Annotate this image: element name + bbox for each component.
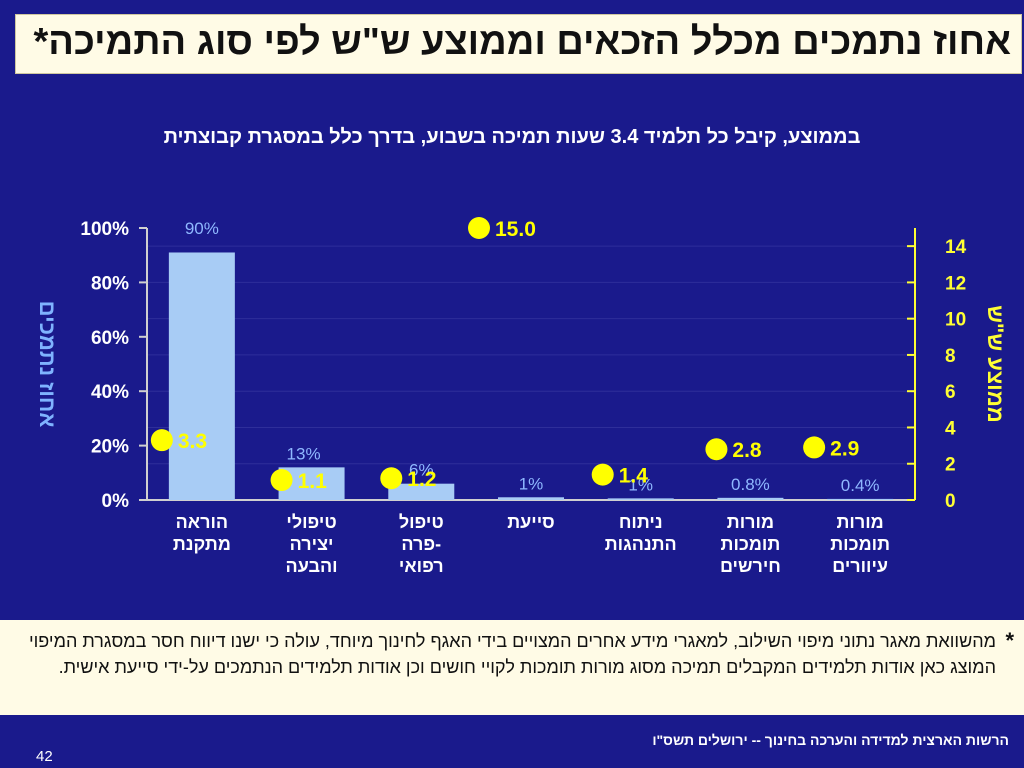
left-tick-label: 80% [91,273,129,294]
bar [717,497,784,500]
slide-title: אחוז נתמכים מכלל הזכאים וממוצע ש"ש לפי ס… [33,21,1011,63]
right-tick-label: 10 [945,310,966,331]
average-hours-label: 2.8 [732,439,762,462]
category-label: יצירה [290,534,334,554]
average-hours-label: 1.1 [298,470,328,493]
average-hours-point [705,438,728,461]
category-label: ניתוח [619,512,663,532]
footnote-star: * [1005,628,1014,653]
average-hours-label: 3.3 [178,430,207,453]
left-tick-label: 40% [91,382,129,403]
category-label: טיפולי [286,512,336,532]
right-tick-label: 0 [945,491,956,512]
footer-text: הרשות הארצית למדידה והערכה בחינוך -- ירו… [652,732,1009,748]
category-label: התנהגות [605,534,677,554]
category-label: פרה- [401,534,441,554]
right-tick-label: 2 [945,455,956,476]
category-label: עיוורים [832,556,888,576]
category-label: תומכות [721,534,781,554]
category-label: מתקנת [173,534,231,554]
category-label: חירשים [720,556,781,576]
page-number: 42 [36,748,53,765]
left-tick-label: 0% [102,491,130,512]
average-hours-point [803,436,826,459]
bar-value-label: 1% [519,474,544,493]
left-tick-label: 100% [80,219,129,240]
bar-value-label: 6% [409,461,434,480]
average-hours-point [380,467,403,490]
bar [388,483,455,500]
average-hours-label: 15.0 [495,218,536,241]
bar-value-label: 0.4% [841,476,880,495]
right-axis-title: ממוצע ש"ש [983,305,1008,423]
category-label: רפואי [399,556,444,576]
average-hours-point [591,463,614,486]
bar [607,498,674,500]
left-tick-label: 20% [91,437,129,458]
bar-value-label: 0.8% [731,475,770,494]
average-hours-point [270,469,293,492]
category-label: תומכות [830,534,890,554]
footnote-text: מהשוואת מאגר נתוני מיפוי השילוב, למאגרי … [28,631,996,677]
left-axis-title: אחוז נתמכים [35,301,60,428]
average-hours-label: 2.9 [830,437,859,460]
bar [827,498,894,500]
left-tick-label: 60% [91,328,129,349]
average-hours-point [468,217,490,239]
right-tick-label: 8 [945,346,956,367]
category-label: הוראה [176,512,228,532]
right-tick-label: 14 [945,237,967,258]
category-label: והבעה [286,556,338,576]
category-label: מורות [837,512,884,532]
bar [498,497,564,500]
category-label: מורות [727,512,774,532]
bar-value-label: 1% [628,475,653,494]
right-tick-label: 12 [945,273,966,294]
bar [168,252,235,500]
title-bar: אחוז נתמכים מכלל הזכאים וממוצע ש"ש לפי ס… [15,14,1022,74]
average-hours-label: 1.4 [619,465,649,488]
footnote-box: * מהשוואת מאגר נתוני מיפוי השילוב, למאגר… [0,620,1024,715]
bar-value-label: 90% [185,219,219,238]
bar-value-label: 13% [287,444,321,463]
right-tick-label: 4 [945,418,956,439]
chart-subtitle: בממוצע, קיבל כל תלמיד 3.4 שעות תמיכה בשב… [163,126,861,148]
average-hours-label: 1.2 [407,468,436,491]
average-hours-point [150,429,173,452]
category-label: סייעת [507,512,554,532]
chart: 0% 20% 40% 60% 80% 100% 0 2 4 6 8 10 12 14 אחוז נתמכים… [35,217,1008,576]
right-tick-label: 6 [945,382,956,403]
category-label: טיפול [399,512,444,532]
